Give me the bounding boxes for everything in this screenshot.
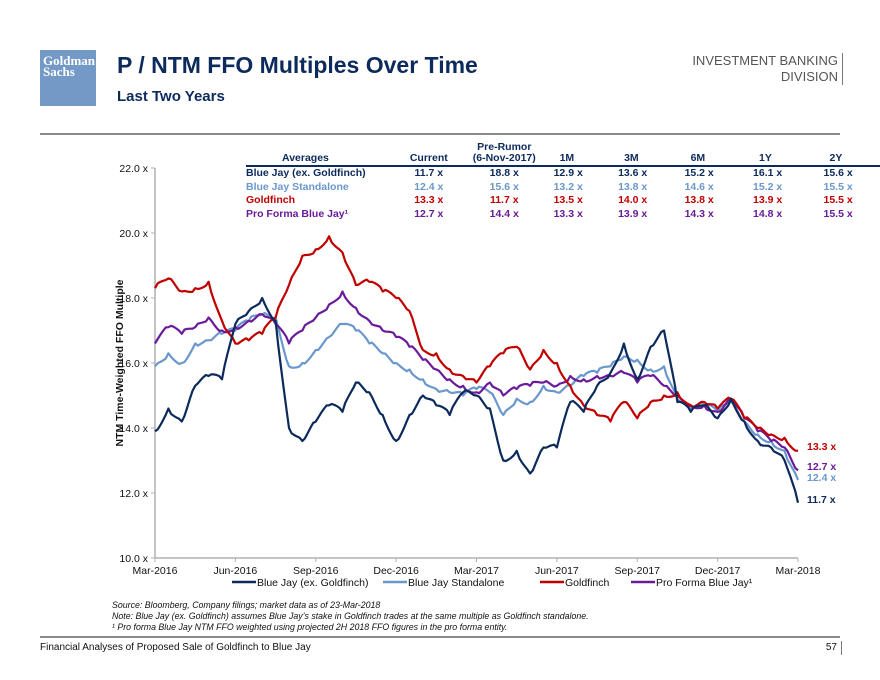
row-value: 11.7 x [414,167,444,179]
y-tick-label: 16.0 x [119,358,148,370]
header-divider [40,133,840,135]
x-tick-label: Mar-2016 [133,565,178,577]
x-tick-label: Mar-2018 [776,565,821,577]
y-tick-label: 20.0 x [119,228,148,240]
logo-line-2: Sachs [43,64,75,79]
legend-label: Goldfinch [565,577,610,589]
x-tick-label: Jun-2016 [213,565,257,577]
row-value: 15.6 x [823,167,853,179]
page-number: 57 [826,641,842,655]
row-value: 18.8 x [489,167,519,179]
row-value: 14.0 x [618,194,648,206]
end-value-label: 12.4 x [807,472,836,484]
page-title: P / NTM FFO Multiples Over Time [117,52,478,78]
row-value: 12.7 x [414,207,444,220]
row-value: 15.2 x [684,167,714,179]
row-value: 14.3 x [684,207,714,220]
row-value: 12.9 x [553,167,583,179]
table-row: Goldfinch 13.3 x 11.7 x 13.5 x 14.0 x 13.8 x 1… [246,194,880,208]
y-tick-label: 14.0 x [119,423,148,435]
row-label: Pro Forma Blue Jay¹ [246,207,349,220]
row-value: 15.2 x [753,180,783,193]
header-pre-rumor: Pre-Rumor [477,141,532,153]
footer-divider [40,636,840,638]
row-value: 12.4 x [414,180,444,193]
header-current: Current [396,153,461,167]
row-value: 13.5 x [553,194,583,206]
logo-line-1: Goldman [43,53,96,68]
x-tick-label: Sep-2016 [293,565,339,577]
end-value-label: 11.7 x [807,494,836,506]
table-row: Blue Jay (ex. Goldfinch) 11.7 x 18.8 x 12.9… [246,166,880,181]
x-tick-label: Mar-2017 [454,565,499,577]
division-label: INVESTMENT BANKING DIVISION [692,53,843,85]
legend-label: Blue Jay Standalone [408,577,504,589]
goldman-sachs-logo: Goldman Sachs [40,50,96,106]
table-row: Blue Jay Standalone 12.4 x 15.6 x 13.2 x 13.… [246,181,880,195]
division-line-1: INVESTMENT BANKING [692,53,838,68]
header-2y: 2Y [809,153,880,167]
header-1y: 1Y [741,153,810,167]
end-value-label: 13.3 x [807,441,836,453]
row-value: 13.2 x [553,180,583,193]
row-value: 13.8 x [684,194,714,206]
x-tick-label: Sep-2017 [614,565,660,577]
header-6m: 6M [674,153,742,167]
row-value: 16.1 x [753,167,783,179]
row-value: 14.4 x [489,207,519,220]
end-value-label: 12.7 x [807,461,836,473]
row-value: 14.6 x [684,180,714,193]
row-label: Blue Jay Standalone [246,180,349,193]
page-subtitle: Last Two Years [117,88,225,105]
row-value: 11.7 x [489,194,519,206]
header-averages: Averages [246,153,397,167]
row-value: 14.8 x [753,207,783,220]
methodology-note: Note: Blue Jay (ex. Goldfinch) assumes B… [112,611,589,621]
y-tick-label: 10.0 x [119,553,148,565]
x-tick-label: Dec-2016 [373,565,419,577]
row-value: 13.3 x [553,207,583,220]
y-tick-label: 18.0 x [119,293,148,305]
notes: Source: Bloomberg, Company filings; mark… [112,600,589,633]
row-value: 15.5 x [823,194,853,206]
y-axis-label: NTM Time-Weighted FFO Multiple [114,279,126,446]
row-value: 13.9 x [618,207,648,220]
x-tick-label: Dec-2017 [695,565,741,577]
row-label: Blue Jay (ex. Goldfinch) [246,167,366,179]
row-value: 13.9 x [753,194,783,206]
row-value: 15.5 x [823,207,853,220]
row-value: 13.3 x [414,194,444,206]
source-note: Source: Bloomberg, Company filings; mark… [112,600,381,610]
footer-text: Financial Analyses of Proposed Sale of G… [40,642,311,653]
footnote: ¹ Pro forma Blue Jay NTM FFO weighted us… [112,622,508,632]
y-tick-label: 22.0 x [119,163,148,175]
series-line-blue-jay-ex-goldfinch [154,296,800,504]
header-3m: 3M [610,153,675,167]
legend-label: Pro Forma Blue Jay¹ [656,577,753,589]
y-tick-label: 12.0 x [119,488,148,500]
division-line-2: DIVISION [780,69,838,84]
x-tick-label: Jun-2017 [535,565,579,577]
header-pre-rumor-date: (6-Nov-2017) [460,153,548,167]
header-1m: 1M [547,153,611,167]
row-value: 13.6 x [618,167,648,179]
row-value: 15.5 x [823,180,853,193]
table-row: Pro Forma Blue Jay¹ 12.7 x 14.4 x 13.3 x 13.… [246,208,880,222]
row-value: 15.6 x [489,180,519,193]
row-label: Goldfinch [246,194,295,206]
averages-table: Pre-Rumor Averages Current (6-Nov-2017) … [246,142,880,221]
row-value: 13.8 x [618,180,648,193]
line-chart: 10.0 x 12.0 x 14.0 x 16.0 x 18.0 x 20.0 x 22.0… [114,163,836,589]
series-line-goldfinch [154,235,799,452]
legend-label: Blue Jay (ex. Goldfinch) [257,577,368,589]
